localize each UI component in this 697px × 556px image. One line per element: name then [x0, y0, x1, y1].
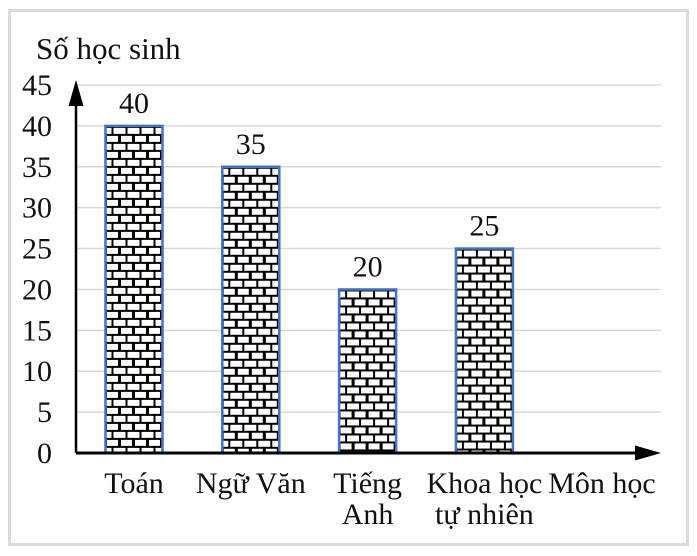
ytick-label-40: 40 [22, 110, 52, 143]
ytick-label-35: 35 [22, 151, 52, 184]
ytick-label-20: 20 [22, 273, 52, 306]
y-tick-labels: 0 5 10 15 20 25 30 35 40 45 [22, 69, 52, 470]
ytick-label-30: 30 [22, 192, 52, 225]
category-label-0-line-0: Toán [104, 467, 164, 500]
bar-value-label-0: 40 [119, 87, 149, 120]
axes [68, 80, 661, 461]
bar-1 [221, 165, 281, 455]
bars [104, 124, 515, 455]
category-label-3-line-0: Khoa học [427, 467, 543, 500]
ytick-label-10: 10 [22, 355, 52, 388]
bar-value-labels: 40 35 20 25 [119, 87, 499, 284]
y-axis-title: Số học sinh [36, 31, 181, 66]
bar-3 [454, 247, 515, 455]
category-label-2-line-1: Anh [342, 498, 394, 531]
category-label-2-line-0: Tiếng [333, 467, 402, 500]
bar-2 [337, 288, 398, 455]
ytick-label-45: 45 [22, 69, 52, 102]
category-label-1-line-0: Ngữ Văn [196, 467, 306, 500]
bar-0 [104, 124, 164, 455]
ytick-label-25: 25 [22, 233, 52, 266]
ytick-label-5: 5 [37, 396, 52, 429]
bar-value-label-1: 35 [236, 128, 266, 161]
x-axis-arrow-icon [635, 445, 661, 461]
ytick-label-15: 15 [22, 314, 52, 347]
x-axis-label: Môn học [548, 467, 656, 500]
bar-value-label-3: 25 [469, 210, 499, 243]
category-label-3-line-1: tự nhiên [435, 498, 534, 531]
bar-value-label-2: 20 [353, 250, 383, 283]
y-axis-arrow-icon [68, 80, 84, 106]
ytick-label-0: 0 [37, 437, 52, 470]
